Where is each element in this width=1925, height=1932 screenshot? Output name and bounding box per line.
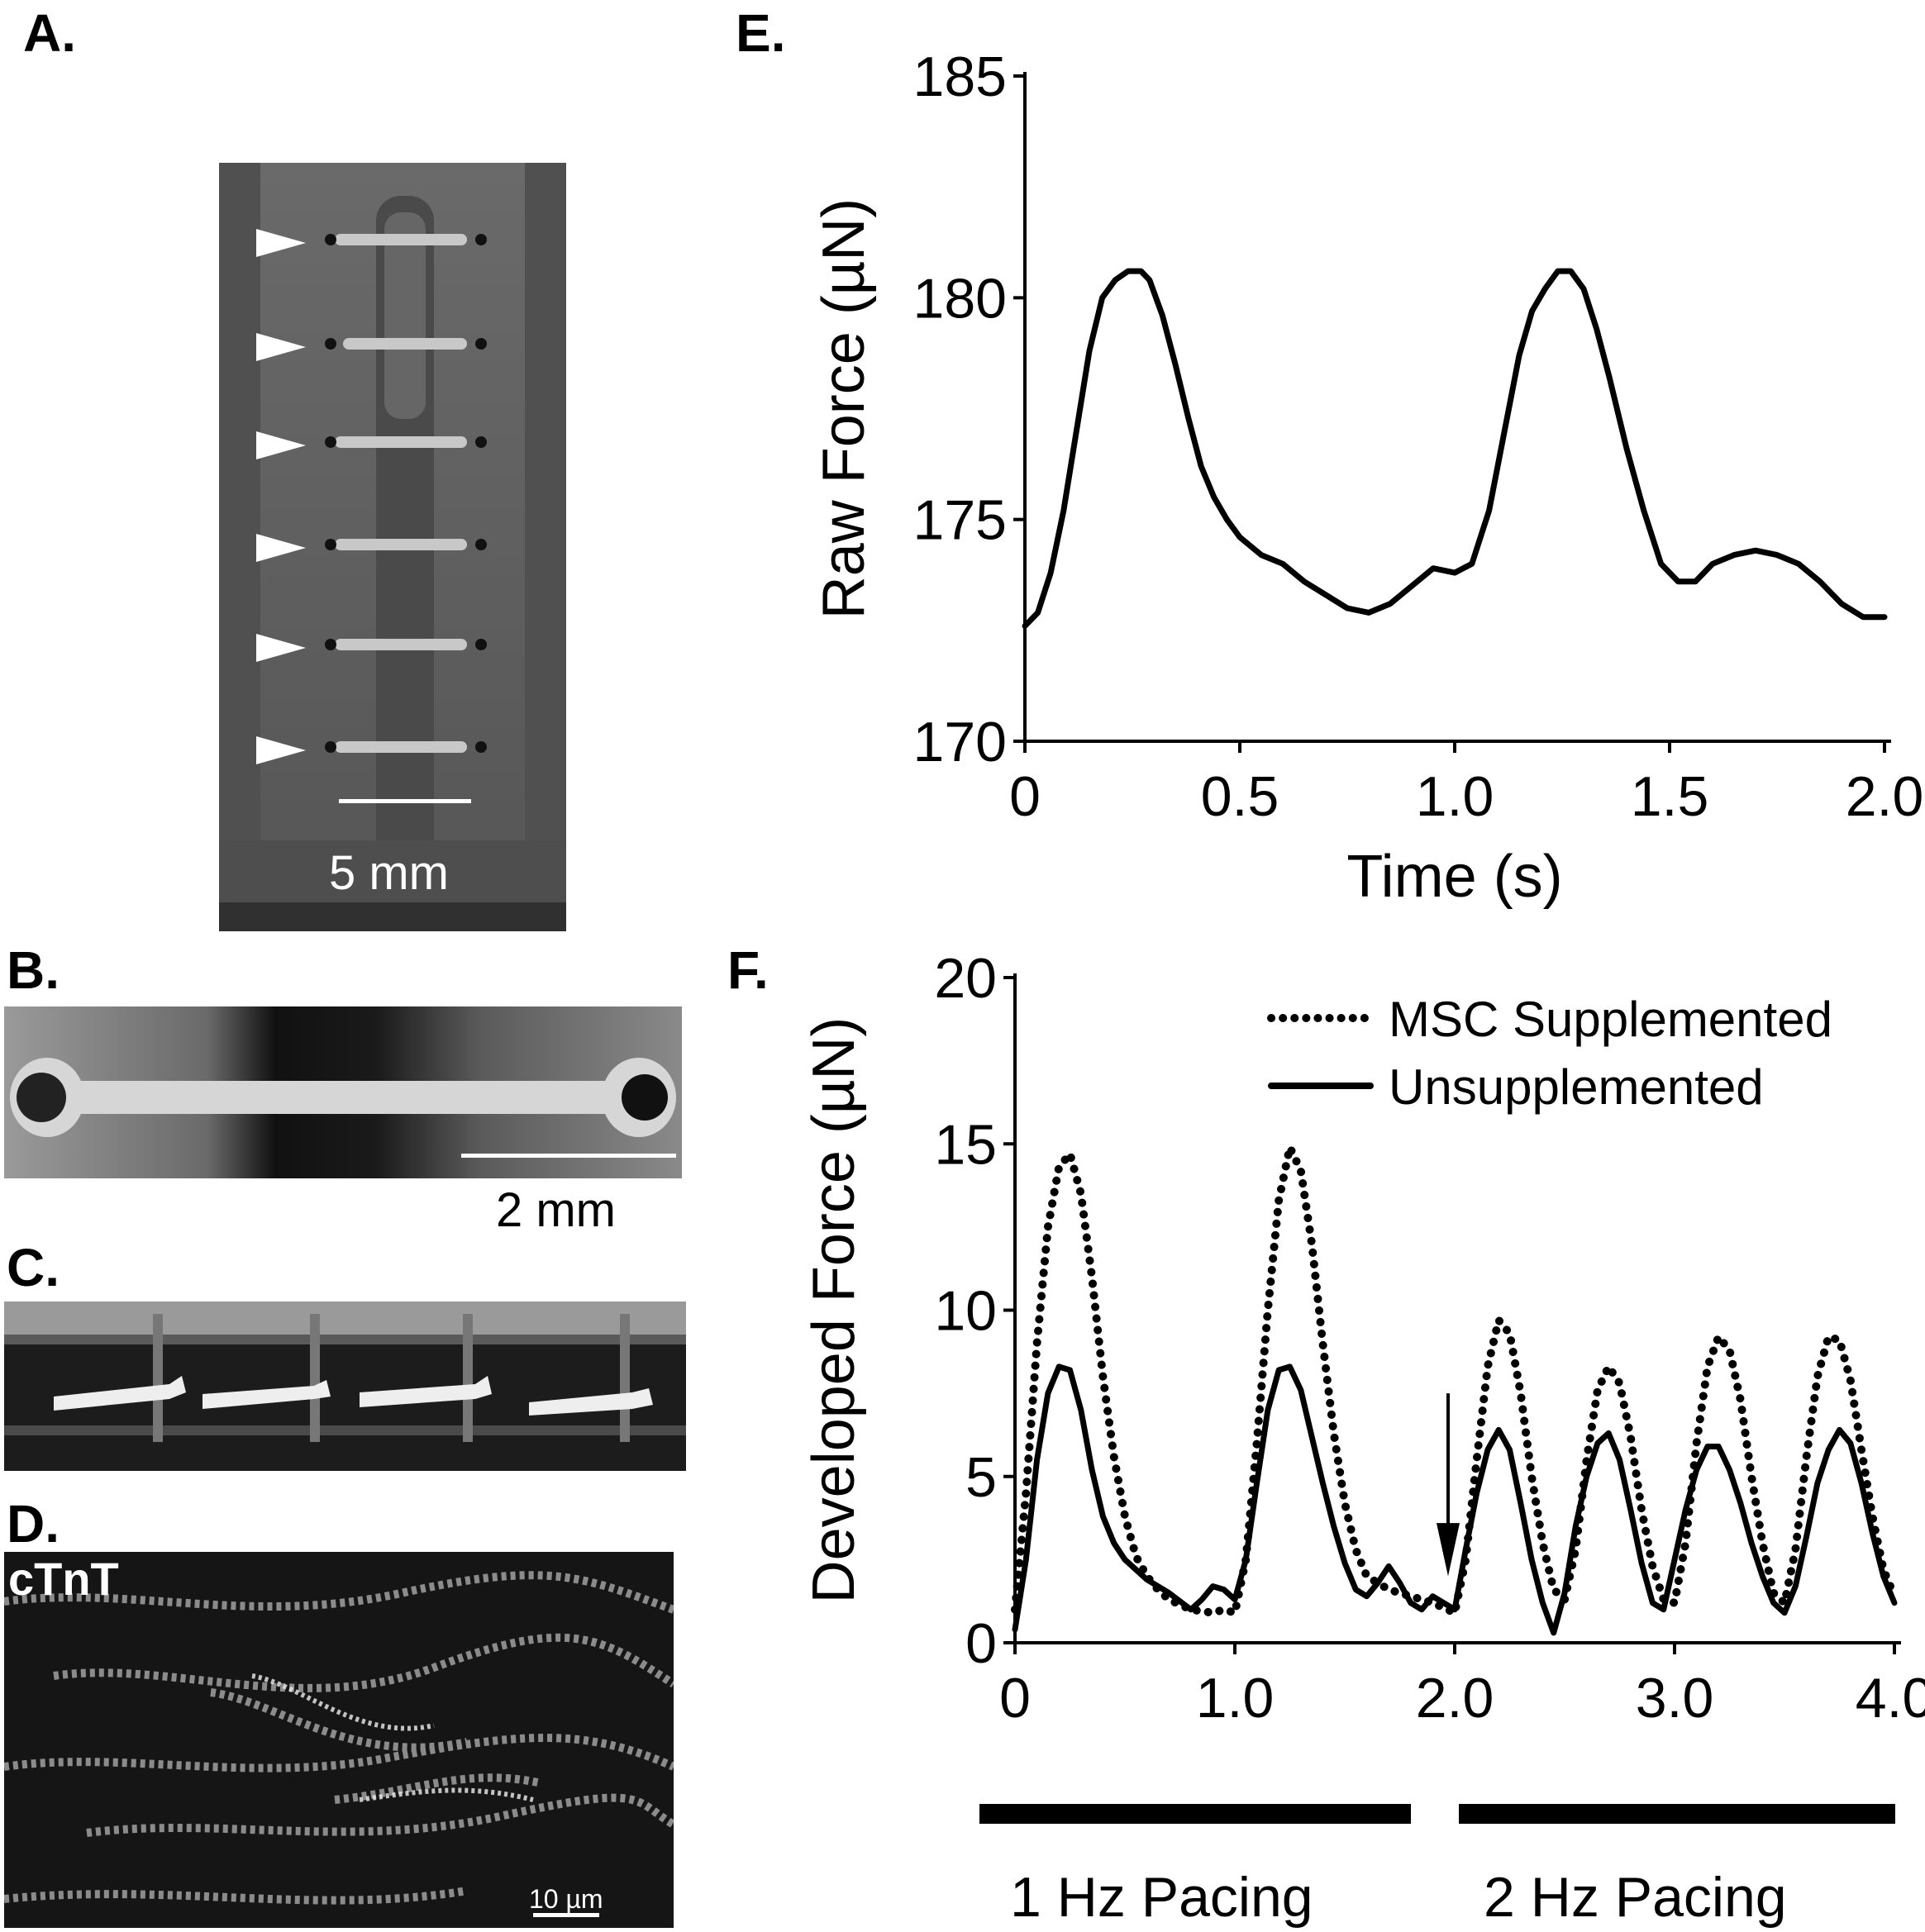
scale-bar-a bbox=[339, 799, 471, 803]
tissue-array-side-photo bbox=[4, 1301, 686, 1471]
y-tick-label: 0 bbox=[965, 1612, 997, 1675]
x-tick-label: 1.0 bbox=[1416, 765, 1494, 828]
x-tick-label: 0 bbox=[999, 1667, 1031, 1730]
legend-label: Unsupplemented bbox=[1389, 1059, 1764, 1115]
x-tick-label: 0.5 bbox=[1201, 765, 1279, 828]
panel-a-image bbox=[219, 163, 566, 931]
pacing-label-2hz: 2 Hz Pacing bbox=[1484, 1866, 1787, 1929]
y-axis-label: Raw Force (µN) bbox=[811, 198, 877, 620]
series-line-unsupplemented bbox=[1012, 1363, 1898, 1636]
y-tick-label: 185 bbox=[913, 45, 1007, 108]
panel-c-image bbox=[4, 1301, 686, 1471]
y-tick-label: 180 bbox=[913, 267, 1007, 330]
panel-b-image bbox=[4, 1006, 682, 1178]
x-tick-label: 1.5 bbox=[1631, 765, 1709, 828]
stain-label-ctnt: cTnT bbox=[8, 1553, 119, 1605]
x-tick-label: 3.0 bbox=[1636, 1667, 1714, 1730]
pacing-label-1hz: 1 Hz Pacing bbox=[1010, 1866, 1313, 1929]
panel-d-letter: D. bbox=[7, 1494, 60, 1554]
x-tick-label: 2.0 bbox=[1846, 765, 1924, 828]
x-tick-label: 0 bbox=[1009, 765, 1041, 828]
y-tick-label: 15 bbox=[934, 1113, 997, 1176]
scale-label-b: 2 mm bbox=[496, 1183, 616, 1237]
y-tick-label: 5 bbox=[965, 1446, 997, 1509]
y-tick-label: 10 bbox=[934, 1280, 997, 1343]
series-line-unsupplemented bbox=[1022, 268, 1888, 629]
y-tick-label: 20 bbox=[934, 947, 997, 1010]
x-tick-label: 2.0 bbox=[1416, 1667, 1494, 1730]
scale-bar-b bbox=[461, 1154, 676, 1158]
arrowhead-markers bbox=[256, 229, 306, 764]
pacing-bar-2hz bbox=[1459, 1804, 1895, 1824]
x-tick-label: 4.0 bbox=[1856, 1667, 1925, 1730]
micropost-array-photo bbox=[219, 163, 566, 931]
y-axis-label: Developed Force (µN) bbox=[801, 1017, 867, 1604]
panel-b-letter: B. bbox=[7, 940, 60, 1000]
scale-label-d: 10 µm bbox=[529, 1884, 603, 1914]
y-tick-label: 170 bbox=[913, 711, 1007, 773]
panel-a-letter: A. bbox=[23, 3, 76, 63]
panel-c-letter: C. bbox=[7, 1238, 60, 1297]
chart-e-raw-force: 170 175 180 185 0 0.5 1.0 1.5 2.0 Time (s) Raw For… bbox=[811, 45, 1924, 910]
pacing-bar-1hz bbox=[979, 1804, 1411, 1824]
legend-label: MSC Supplemented bbox=[1389, 992, 1832, 1047]
pacing-change-arrowhead bbox=[1437, 1523, 1460, 1577]
scale-label-a: 5 mm bbox=[329, 846, 449, 900]
x-axis-label: Time (s) bbox=[1346, 844, 1562, 910]
scale-bar-d bbox=[533, 1913, 599, 1917]
tissue-strip-photo bbox=[4, 1006, 682, 1178]
panel-e-letter: E. bbox=[736, 3, 786, 63]
y-tick-label: 175 bbox=[913, 489, 1007, 552]
panel-f-letter: F. bbox=[727, 940, 769, 1000]
panel-d-image bbox=[4, 1552, 674, 1928]
x-tick-label: 1.0 bbox=[1196, 1667, 1275, 1730]
ctnt-fluorescence-image bbox=[4, 1552, 674, 1928]
